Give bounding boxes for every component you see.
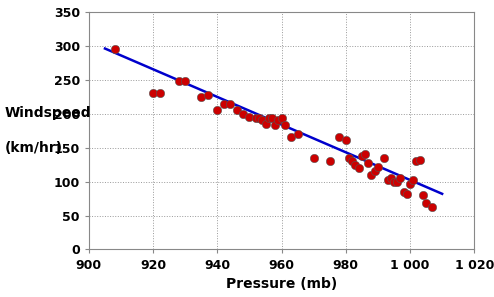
- Point: [220, 101, 228, 106]
- Point: [387, 176, 395, 181]
- Point: [355, 166, 363, 170]
- Text: Windspeed: Windspeed: [5, 106, 91, 120]
- Point: [258, 118, 266, 123]
- Point: [281, 123, 288, 128]
- Point: [268, 116, 276, 121]
- Point: [393, 179, 401, 184]
- Point: [261, 121, 269, 126]
- Point: [246, 115, 253, 119]
- Point: [345, 155, 353, 160]
- Point: [380, 155, 388, 160]
- Point: [111, 47, 119, 52]
- Point: [428, 205, 436, 210]
- Point: [278, 116, 286, 121]
- Point: [342, 137, 350, 142]
- Point: [213, 108, 221, 113]
- Point: [197, 94, 205, 99]
- Point: [271, 123, 279, 128]
- Point: [383, 178, 391, 183]
- Point: [239, 111, 247, 116]
- Point: [400, 189, 408, 194]
- Point: [335, 135, 343, 140]
- Point: [348, 159, 356, 164]
- Point: [351, 162, 359, 167]
- Point: [358, 154, 366, 158]
- Point: [255, 116, 263, 121]
- Point: [370, 169, 378, 174]
- Point: [293, 132, 301, 136]
- Point: [374, 164, 382, 169]
- Point: [396, 176, 404, 181]
- Point: [181, 79, 189, 83]
- Point: [403, 192, 411, 196]
- Point: [156, 91, 164, 96]
- Point: [326, 159, 333, 164]
- X-axis label: Pressure (mb): Pressure (mb): [226, 277, 337, 291]
- Point: [364, 160, 372, 165]
- Point: [406, 181, 414, 186]
- Point: [233, 108, 241, 113]
- Point: [419, 193, 427, 198]
- Point: [252, 116, 260, 121]
- Point: [390, 179, 398, 184]
- Point: [204, 92, 211, 97]
- Point: [368, 173, 375, 177]
- Point: [422, 201, 430, 206]
- Point: [175, 79, 183, 83]
- Point: [149, 91, 157, 96]
- Point: [361, 152, 369, 157]
- Text: (km/hr): (km/hr): [5, 141, 63, 156]
- Point: [274, 118, 282, 123]
- Point: [415, 157, 423, 162]
- Point: [287, 135, 295, 140]
- Point: [310, 155, 318, 160]
- Point: [409, 178, 417, 183]
- Point: [226, 101, 234, 106]
- Point: [412, 159, 420, 164]
- Point: [265, 116, 273, 121]
